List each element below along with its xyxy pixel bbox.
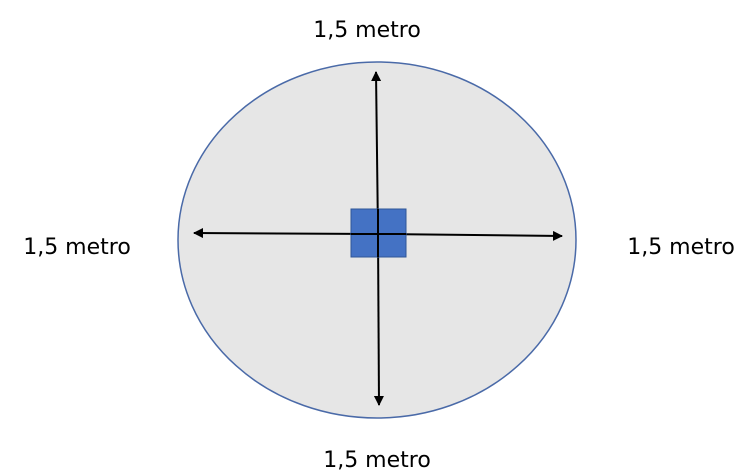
label-bottom: 1,5 metro	[323, 448, 431, 473]
arrow-left	[193, 228, 379, 239]
label-right: 1,5 metro	[627, 235, 735, 260]
label-left: 1,5 metro	[23, 235, 131, 260]
label-top: 1,5 metro	[313, 18, 421, 43]
arrow-up	[371, 71, 382, 235]
arrow-right	[377, 230, 563, 241]
arrow-down	[373, 233, 384, 406]
